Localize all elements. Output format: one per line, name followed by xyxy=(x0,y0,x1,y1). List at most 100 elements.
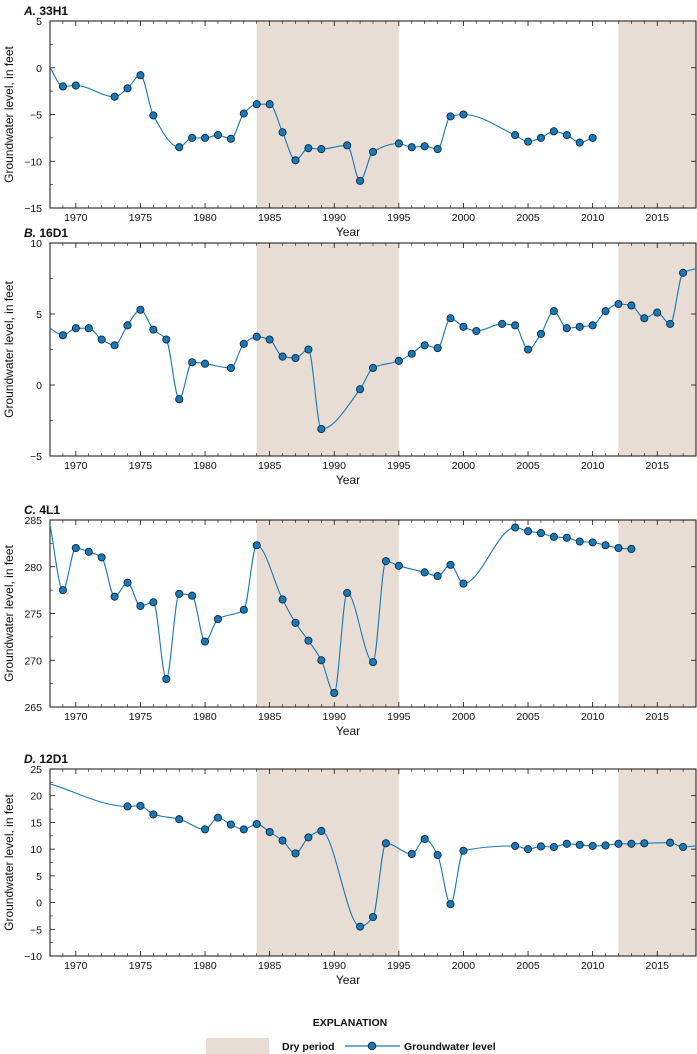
data-point xyxy=(110,592,119,601)
y-tick-label: 10 xyxy=(30,844,42,856)
data-point xyxy=(136,71,145,80)
y-tick-label: −5 xyxy=(30,451,42,463)
data-point xyxy=(213,813,223,822)
data-point xyxy=(549,127,558,136)
data-point xyxy=(549,532,558,541)
data-point xyxy=(627,544,636,554)
x-tick-label: 1985 xyxy=(258,960,282,972)
data-point xyxy=(239,605,248,614)
data-point xyxy=(265,827,274,837)
panel-letter: A. xyxy=(23,4,39,18)
data-point xyxy=(394,139,403,148)
panel-letter: D. xyxy=(24,752,39,766)
panel-title: B. 16D1 xyxy=(24,226,68,240)
legend-line-label: Groundwater level xyxy=(404,1041,496,1053)
data-point xyxy=(278,128,287,137)
x-tick-label: 1980 xyxy=(193,460,217,472)
data-point xyxy=(304,833,313,842)
y-tick-label: 5 xyxy=(36,309,42,321)
data-point xyxy=(614,839,623,848)
data-point xyxy=(200,133,210,142)
data-point xyxy=(226,134,235,143)
y-tick-label: 10 xyxy=(30,238,42,250)
data-point xyxy=(317,145,326,154)
panel-title: D. 12D1 xyxy=(24,752,68,766)
data-point xyxy=(71,324,80,333)
x-tick-label: 1990 xyxy=(323,212,347,224)
x-tick-label: 1995 xyxy=(387,960,411,972)
x-axis-label: Year xyxy=(336,225,360,239)
data-point xyxy=(188,133,197,142)
x-tick-label: 1995 xyxy=(387,212,411,224)
data-point xyxy=(265,100,274,109)
data-point xyxy=(175,589,184,598)
data-point xyxy=(110,341,119,350)
explanation-legend: EXPLANATION Dry period Groundwater level xyxy=(206,1017,496,1054)
data-point xyxy=(304,345,313,354)
data-point xyxy=(614,544,623,553)
data-point xyxy=(162,674,171,684)
dry-period-band xyxy=(256,243,399,456)
x-tick-label: 1975 xyxy=(129,460,153,472)
dry-period-band xyxy=(256,769,399,956)
data-point xyxy=(407,143,416,152)
panel-letter: C. xyxy=(24,503,39,517)
x-axis-label: Year xyxy=(336,724,360,738)
data-point xyxy=(84,547,93,556)
data-point xyxy=(588,133,597,142)
data-point xyxy=(239,339,248,348)
data-point xyxy=(330,688,339,698)
y-tick-label: 265 xyxy=(24,702,42,714)
x-tick-label: 2000 xyxy=(452,960,476,972)
data-point xyxy=(162,335,171,344)
data-point xyxy=(175,815,184,824)
y-tick-label: −5 xyxy=(30,924,42,936)
data-point xyxy=(562,324,571,333)
data-point xyxy=(459,579,468,588)
data-point xyxy=(601,841,610,850)
data-point xyxy=(136,801,145,810)
y-axis-label: Groundwater level, in feet xyxy=(2,793,16,930)
data-point xyxy=(123,321,132,330)
y-tick-label: 270 xyxy=(24,655,42,667)
x-tick-label: 2005 xyxy=(516,960,540,972)
data-point xyxy=(640,314,649,323)
data-point xyxy=(640,839,649,848)
data-point xyxy=(446,314,455,323)
x-tick-label: 2015 xyxy=(646,960,670,972)
dry-period-band xyxy=(618,243,696,456)
data-point xyxy=(123,84,132,93)
data-point xyxy=(536,133,546,142)
data-point xyxy=(278,595,287,604)
data-point xyxy=(123,578,132,587)
data-point xyxy=(123,802,132,811)
data-point xyxy=(433,145,442,154)
data-point xyxy=(666,838,675,847)
y-tick-label: 0 xyxy=(36,898,42,910)
data-point xyxy=(149,111,158,120)
data-point xyxy=(317,826,326,836)
data-point xyxy=(588,321,597,330)
data-point xyxy=(200,637,210,646)
data-point xyxy=(394,561,403,570)
x-tick-label: 1980 xyxy=(193,960,217,972)
x-tick-label: 2000 xyxy=(452,212,476,224)
panel-letter: B. xyxy=(24,226,39,240)
legend-marker-sample xyxy=(367,1041,377,1051)
data-point xyxy=(575,322,584,331)
panel-title: C. 4L1 xyxy=(24,503,60,517)
x-tick-label: 1995 xyxy=(387,711,411,723)
x-tick-label: 1990 xyxy=(323,711,347,723)
data-point xyxy=(213,131,223,140)
y-tick-label: 15 xyxy=(30,817,42,829)
y-tick-label: −15 xyxy=(24,203,42,215)
data-point xyxy=(58,586,67,595)
y-tick-label: 0 xyxy=(36,63,42,75)
x-tick-label: 1980 xyxy=(193,711,217,723)
dry-period-band xyxy=(256,520,399,707)
panel-33h1: 5 0 −5 −10 −15 1970 1975 1980 1985 1990 1995 2000 20… xyxy=(2,4,697,239)
data-point xyxy=(562,533,571,542)
y-axis-label: Groundwater level, in feet xyxy=(2,45,16,182)
